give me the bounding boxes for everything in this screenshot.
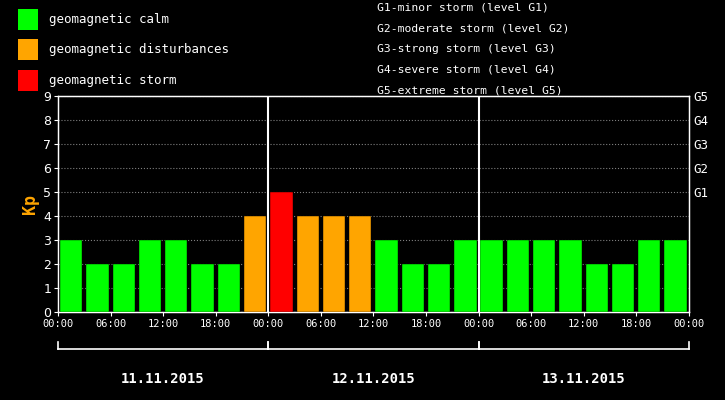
Bar bbox=[244, 216, 266, 312]
Bar bbox=[559, 240, 581, 312]
Bar bbox=[638, 240, 660, 312]
Text: 11.11.2015: 11.11.2015 bbox=[121, 372, 205, 386]
Bar bbox=[297, 216, 319, 312]
Bar bbox=[481, 240, 503, 312]
Text: G3-strong storm (level G3): G3-strong storm (level G3) bbox=[377, 44, 556, 54]
Bar bbox=[270, 192, 293, 312]
Bar bbox=[454, 240, 476, 312]
Bar bbox=[612, 264, 634, 312]
Text: geomagnetic calm: geomagnetic calm bbox=[49, 13, 170, 26]
Bar bbox=[586, 264, 608, 312]
Bar bbox=[18, 70, 38, 91]
Bar bbox=[428, 264, 450, 312]
Bar bbox=[218, 264, 240, 312]
Bar bbox=[191, 264, 214, 312]
Bar bbox=[664, 240, 687, 312]
Text: geomagnetic disturbances: geomagnetic disturbances bbox=[49, 44, 229, 56]
Text: 12.11.2015: 12.11.2015 bbox=[331, 372, 415, 386]
Text: G1-minor storm (level G1): G1-minor storm (level G1) bbox=[377, 3, 549, 13]
Y-axis label: Kp: Kp bbox=[21, 194, 39, 214]
Text: G2-moderate storm (level G2): G2-moderate storm (level G2) bbox=[377, 24, 570, 34]
Bar bbox=[86, 264, 109, 312]
Bar bbox=[112, 264, 135, 312]
Bar bbox=[323, 216, 345, 312]
Text: geomagnetic storm: geomagnetic storm bbox=[49, 74, 177, 87]
Bar bbox=[349, 216, 371, 312]
Bar bbox=[402, 264, 424, 312]
Bar bbox=[376, 240, 398, 312]
Text: 13.11.2015: 13.11.2015 bbox=[542, 372, 626, 386]
Bar bbox=[60, 240, 83, 312]
Bar bbox=[18, 39, 38, 60]
Bar bbox=[507, 240, 529, 312]
Text: G5-extreme storm (level G5): G5-extreme storm (level G5) bbox=[377, 86, 563, 96]
Bar bbox=[533, 240, 555, 312]
Bar bbox=[165, 240, 188, 312]
Bar bbox=[18, 9, 38, 30]
Bar bbox=[138, 240, 161, 312]
Text: G4-severe storm (level G4): G4-severe storm (level G4) bbox=[377, 65, 556, 75]
